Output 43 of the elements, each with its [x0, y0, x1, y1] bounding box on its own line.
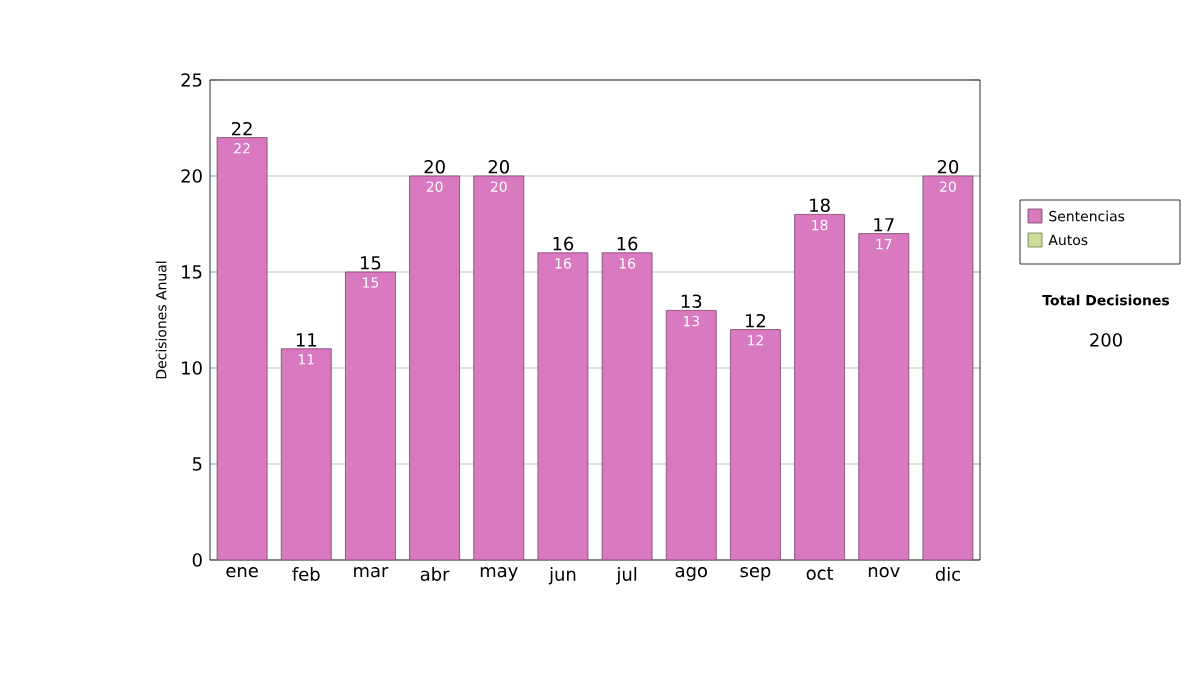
total-label: 15	[360, 256, 381, 270]
text: 200	[1090, 333, 1122, 347]
bar	[730, 329, 781, 560]
bar	[537, 252, 588, 560]
bar	[602, 252, 653, 560]
bar	[473, 175, 524, 560]
bar	[281, 348, 332, 560]
bar	[794, 214, 845, 560]
total-label: 16	[553, 236, 574, 251]
total-label: 20	[937, 160, 959, 174]
total-label: 17	[874, 218, 894, 232]
total-label: 13	[681, 294, 702, 308]
bar	[345, 272, 396, 560]
x-tick-label: sep	[740, 567, 771, 581]
x-tick-label: ago	[675, 567, 707, 581]
total-label: 20	[488, 160, 509, 174]
y-tick-label: 0	[192, 553, 202, 567]
bar	[217, 137, 268, 560]
y-tick-label: 10	[182, 361, 202, 375]
total-label: 16	[617, 236, 638, 251]
bar	[858, 233, 909, 560]
total-label: 11	[296, 333, 317, 347]
bar	[922, 175, 974, 560]
x-tick-label: dic	[935, 567, 960, 581]
total-label: 18	[810, 198, 830, 212]
y-tick-label: 15	[182, 265, 202, 279]
total-label: 20	[424, 160, 445, 174]
y-tick-label: 20	[181, 169, 202, 183]
x-tick-label: mar	[354, 567, 389, 578]
x-tick-label: ene	[226, 567, 258, 578]
x-tick-label: jun	[548, 567, 576, 585]
x-tick-label: may	[480, 567, 518, 581]
bar	[666, 310, 717, 560]
x-tick-label: abr	[420, 567, 450, 581]
bar	[409, 175, 460, 560]
total-label: 22	[232, 121, 252, 136]
x-tick-label: feb	[292, 567, 320, 581]
y-tick-label: 5	[192, 457, 202, 471]
total-label: 12	[745, 313, 766, 328]
x-tick-label: jul	[616, 567, 637, 585]
x-tick-label: oct	[806, 567, 834, 580]
y-tick-label: 25	[181, 73, 202, 87]
x-tick-label: nov	[868, 567, 900, 578]
